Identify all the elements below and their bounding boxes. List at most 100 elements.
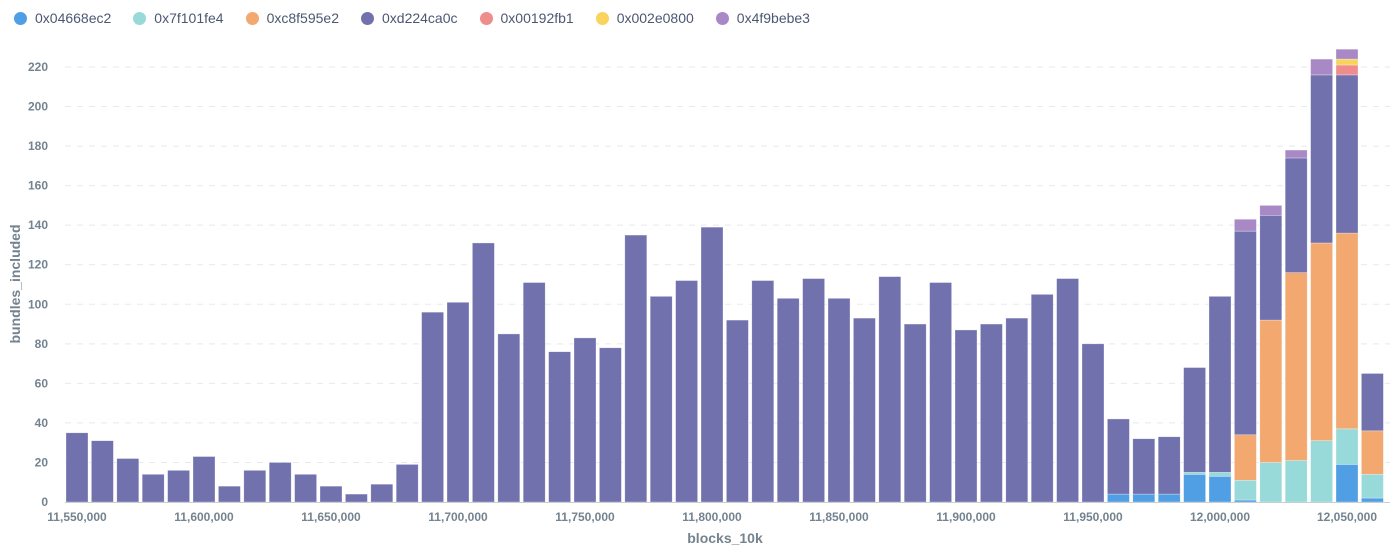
- legend-label: 0x00192fb1: [500, 10, 574, 26]
- legend-item[interactable]: 0x7f101fe4: [133, 10, 224, 26]
- bar-segment: [370, 483, 394, 503]
- legend-swatch: [715, 11, 729, 25]
- x-axis-label: blocks_10k: [687, 530, 763, 546]
- legend: 0x04668ec2 0x7f101fe4 0xc8f595e2 0xd224ca0c…: [14, 10, 810, 26]
- bar-segment: [954, 329, 978, 503]
- bar-segment: [1310, 74, 1333, 244]
- bar-segment: [929, 282, 952, 503]
- bar-segment: [548, 351, 571, 503]
- bar-segment: [1107, 418, 1130, 495]
- bar-segment: [1132, 493, 1156, 503]
- bar-segment: [1310, 440, 1333, 503]
- bar-segment: [649, 296, 673, 503]
- bar-segment: [980, 323, 1003, 503]
- legend-swatch: [133, 11, 147, 25]
- legend-label: 0xd224ca0c: [382, 10, 458, 26]
- legend-label: 0x002e0800: [616, 10, 694, 26]
- y-tick-label: 220: [28, 60, 48, 74]
- bar-segment: [1361, 474, 1384, 499]
- legend-swatch: [245, 11, 259, 25]
- bar-segment: [1234, 479, 1257, 501]
- legend-label: 0x4f9bebe3: [736, 10, 810, 26]
- bar-segment: [1234, 434, 1257, 481]
- legend-item[interactable]: 0x00192fb1: [479, 10, 574, 26]
- bar-segment: [1284, 157, 1308, 273]
- bar-segment: [853, 317, 876, 503]
- y-tick-label: 100: [28, 297, 48, 311]
- bar-segment: [1183, 367, 1206, 473]
- bar-segment: [1284, 149, 1308, 159]
- legend-swatch: [361, 11, 374, 25]
- y-tick-label: 0: [41, 495, 48, 509]
- x-tick-label: 11,700,000: [428, 510, 488, 524]
- y-tick-label: 20: [35, 455, 49, 469]
- bar-segment: [1259, 319, 1283, 463]
- bar-segment: [1183, 474, 1206, 503]
- legend-item[interactable]: 0x4f9bebe3: [715, 10, 810, 26]
- bar-segment: [472, 242, 495, 503]
- bar-segment: [1208, 475, 1232, 503]
- legend-item[interactable]: 0x002e0800: [595, 10, 694, 26]
- bar-segment: [91, 440, 114, 503]
- legend-swatch: [14, 11, 27, 25]
- bar-segment: [141, 474, 165, 503]
- bar-segment: [878, 276, 902, 503]
- bar-segment: [827, 298, 851, 503]
- bar-segment: [1335, 232, 1359, 430]
- bar-segment: [1208, 296, 1232, 473]
- y-tick-label: 140: [28, 218, 48, 232]
- bar-segment: [1259, 205, 1283, 216]
- legend-label: 0x7f101fe4: [154, 10, 224, 26]
- x-tick-label: 11,550,000: [47, 510, 107, 524]
- bar-segment: [268, 462, 292, 503]
- bar-segment: [624, 234, 648, 503]
- bar-segment: [446, 301, 470, 503]
- bar-segment: [345, 493, 368, 503]
- bar-segment: [1361, 430, 1384, 475]
- bar-segment: [243, 470, 267, 503]
- bar-segment: [1310, 58, 1333, 76]
- bar-segment: [1030, 294, 1054, 503]
- bar-segment: [218, 485, 241, 503]
- bar-segment: [1234, 230, 1257, 436]
- x-tick-label: 12,050,000: [1317, 510, 1377, 524]
- bar-segment: [726, 319, 749, 503]
- legend-item[interactable]: 0x04668ec2: [14, 10, 111, 26]
- bar-segment: [1081, 343, 1105, 503]
- legend-swatch: [595, 11, 609, 25]
- bar-segment: [1335, 58, 1359, 66]
- bar-segment: [1132, 438, 1156, 495]
- bar-segment: [1157, 493, 1181, 503]
- x-tick-label: 11,650,000: [301, 510, 361, 524]
- y-tick-label: 200: [28, 100, 48, 114]
- bar-segment: [1107, 493, 1130, 503]
- bar-segment: [522, 282, 546, 503]
- bar-segment: [1208, 472, 1232, 477]
- bar-segment: [1335, 74, 1359, 234]
- bar-segment: [700, 226, 724, 503]
- bar-segment: [1056, 278, 1079, 503]
- bar-segment: [421, 311, 444, 503]
- bar-segment: [395, 464, 419, 503]
- bar-segment: [497, 333, 521, 503]
- y-tick-label: 60: [35, 376, 49, 390]
- legend-swatch: [479, 11, 493, 25]
- legend-label: 0x04668ec2: [35, 10, 112, 26]
- legend-item[interactable]: 0xd224ca0c: [361, 10, 458, 26]
- bar-segment: [116, 458, 140, 503]
- y-tick-label: 120: [28, 258, 48, 272]
- bar-segment: [1284, 460, 1308, 503]
- y-tick-label: 180: [28, 139, 48, 153]
- legend-item[interactable]: 0xc8f595e2: [245, 10, 339, 26]
- bar-segment: [599, 347, 622, 503]
- bar-segment: [1157, 436, 1181, 495]
- bar-segment: [1284, 272, 1308, 461]
- bar-segment: [1335, 464, 1359, 503]
- bar-segment: [1234, 218, 1257, 232]
- bar-segment: [1005, 317, 1029, 503]
- x-tick-label: 12,000,000: [1190, 510, 1250, 524]
- x-tick-label: 11,900,000: [936, 510, 996, 524]
- y-axis-label: bundles_included: [7, 224, 23, 343]
- bar-segment: [1335, 64, 1359, 76]
